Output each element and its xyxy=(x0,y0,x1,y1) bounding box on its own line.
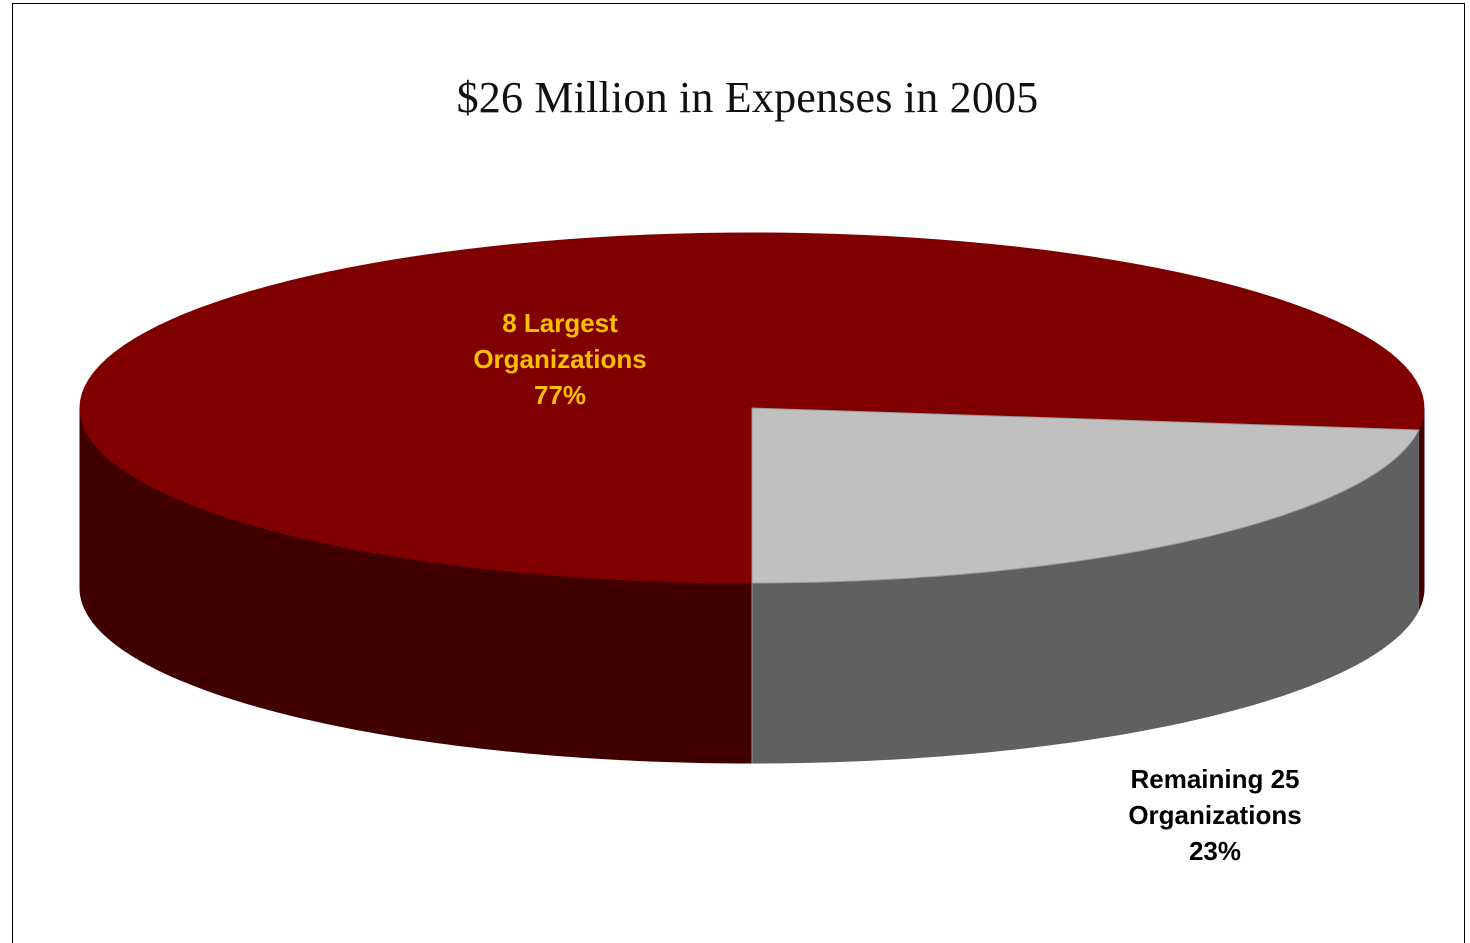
pie-tops xyxy=(79,232,1425,584)
slice-label-line: Organizations xyxy=(1128,800,1302,830)
slice-label-line: Remaining 25 xyxy=(1130,764,1300,794)
slice-label-percent: 77% xyxy=(533,380,587,410)
slice-label-line: Organizations xyxy=(473,344,647,374)
chart-title: $26 Million in Expenses in 2005 xyxy=(456,73,1039,122)
pie-slice-top-1 xyxy=(751,407,1420,584)
slice-label-line: 8 Largest xyxy=(502,308,618,338)
slice-label-largest: 8 Largest Organizations 77% xyxy=(430,305,690,413)
slice-label-remaining: Remaining 25 Organizations 23% xyxy=(1090,761,1340,869)
slice-label-percent: 23% xyxy=(1188,836,1242,866)
